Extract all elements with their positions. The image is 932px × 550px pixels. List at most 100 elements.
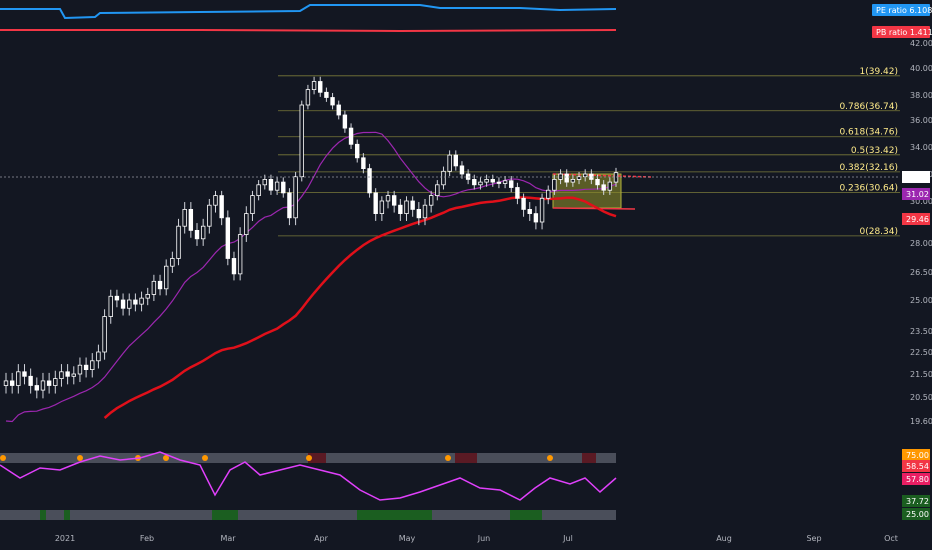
- candle-body: [385, 195, 391, 202]
- candle-body: [170, 258, 175, 267]
- time-tick-label: 2021: [55, 534, 75, 543]
- lower-signal-zone: [357, 510, 432, 520]
- candle-body: [16, 371, 21, 386]
- lower-band: [0, 510, 616, 520]
- time-axis[interactable]: 2021 Feb Mar Apr May Jun Jul Aug Sep Oct: [55, 534, 898, 543]
- rsi-signal-dot: [547, 455, 553, 461]
- top-indicator-pane: PE ratio 6.108 PB ratio 1.411: [0, 4, 932, 38]
- rsi-signal-dot: [163, 455, 169, 461]
- rsi-pane: [0, 451, 617, 501]
- candle-body: [164, 265, 169, 290]
- fib-label: 1(39.42): [859, 67, 898, 77]
- candle-body: [601, 184, 606, 191]
- rsi-upper-badge: [902, 449, 930, 461]
- time-tick-label: Apr: [314, 534, 329, 543]
- lower-signal-zone: [212, 510, 238, 520]
- candle-body: [305, 89, 311, 106]
- candle-body: [367, 168, 372, 194]
- candle-body: [318, 81, 323, 93]
- candle-body: [546, 189, 551, 199]
- price-tick-label: 22.50: [910, 348, 932, 357]
- time-tick-label: Jun: [477, 534, 491, 543]
- fib-label: 0.786(36.74): [839, 102, 898, 112]
- candle-body: [225, 217, 231, 259]
- candle-body: [570, 178, 576, 183]
- last-price-badge-label: 32.10: [906, 173, 929, 182]
- candle-body: [151, 280, 157, 295]
- price-tick-label: 23.50: [910, 327, 932, 336]
- indicator-badge: [872, 4, 930, 16]
- rsi-upper-badge-label: 75.00: [906, 451, 929, 460]
- candle-body: [422, 204, 428, 219]
- lower-threshold-badge: [902, 508, 930, 520]
- ma-purple-badge: [902, 188, 930, 200]
- candle-body: [114, 295, 120, 301]
- candle-body: [453, 154, 458, 167]
- candle-body: [299, 104, 304, 178]
- candle-body: [509, 180, 514, 188]
- fibonacci-retracement[interactable]: 1(39.42) 0.786(36.74) 0.618(34.76) 0.5(33.4…: [278, 67, 900, 237]
- candle-body: [9, 380, 15, 386]
- candle-body: [404, 200, 409, 215]
- fib-label: 0.236(30.64): [839, 183, 898, 193]
- rsi-line: [0, 451, 617, 501]
- price-badges: 32.10 31.02 29.46 75.00 58.54 57.80 37.72 25.00: [902, 171, 930, 520]
- lower-value-badge: [902, 495, 930, 507]
- price-tick-label: 28.00: [910, 239, 932, 248]
- time-tick-label: Jul: [562, 534, 573, 543]
- candle-body: [515, 187, 520, 199]
- candle-body: [435, 184, 440, 197]
- candle-body: [145, 293, 150, 299]
- candle-body: [441, 170, 446, 186]
- time-tick-label: Feb: [140, 534, 154, 543]
- candle-body: [595, 178, 600, 186]
- candle-body: [102, 316, 107, 353]
- candle-body: [200, 225, 206, 240]
- candle-body: [250, 195, 255, 215]
- candle-body: [182, 208, 187, 227]
- candle-body: [398, 204, 403, 214]
- candle-body: [478, 181, 483, 186]
- candle-body: [564, 173, 569, 183]
- candle-body: [83, 364, 89, 371]
- candle-body: [96, 351, 101, 362]
- candle-body: [108, 295, 113, 317]
- ma-purple-badge-label: 31.02: [906, 190, 929, 199]
- candle-body: [287, 192, 292, 219]
- candle-body: [77, 364, 83, 375]
- candle-body: [176, 225, 181, 259]
- candle-body: [157, 280, 163, 290]
- candle-body: [539, 197, 545, 223]
- price-axis[interactable]: 42.0040.0038.0036.0034.0032.0030.0028.00…: [910, 39, 932, 426]
- candle-body: [71, 373, 76, 377]
- candle-body: [447, 154, 452, 172]
- candle-body: [22, 371, 27, 377]
- lower-signal-zone: [40, 510, 46, 520]
- candle-body: [244, 213, 249, 236]
- time-tick-label: Sep: [806, 534, 821, 543]
- price-tick-label: 34.00: [910, 143, 932, 152]
- candle-body: [194, 229, 200, 240]
- rsi-overbought-zone: [582, 453, 596, 463]
- rsi-value-badge: [902, 460, 930, 472]
- range-bottom-line: [552, 207, 636, 210]
- rsi-ma-badge: [902, 473, 930, 485]
- candle-body: [34, 385, 40, 391]
- candle-body: [59, 371, 64, 379]
- price-tick-label: 20.50: [910, 393, 932, 402]
- candle-body: [213, 195, 218, 206]
- candle-body: [65, 371, 70, 377]
- candle-body: [576, 176, 582, 180]
- candle-body: [324, 91, 329, 98]
- candle-body: [348, 127, 354, 145]
- time-tick-label: Aug: [716, 534, 732, 543]
- candle-body: [533, 213, 539, 223]
- candle-body: [355, 143, 360, 159]
- candle-body: [490, 178, 495, 183]
- candle-body: [90, 360, 95, 370]
- candle-body: [472, 178, 477, 186]
- candle-body: [268, 178, 274, 191]
- price-tick-label: 40.00: [910, 64, 932, 73]
- ma-red-badge: [902, 213, 930, 225]
